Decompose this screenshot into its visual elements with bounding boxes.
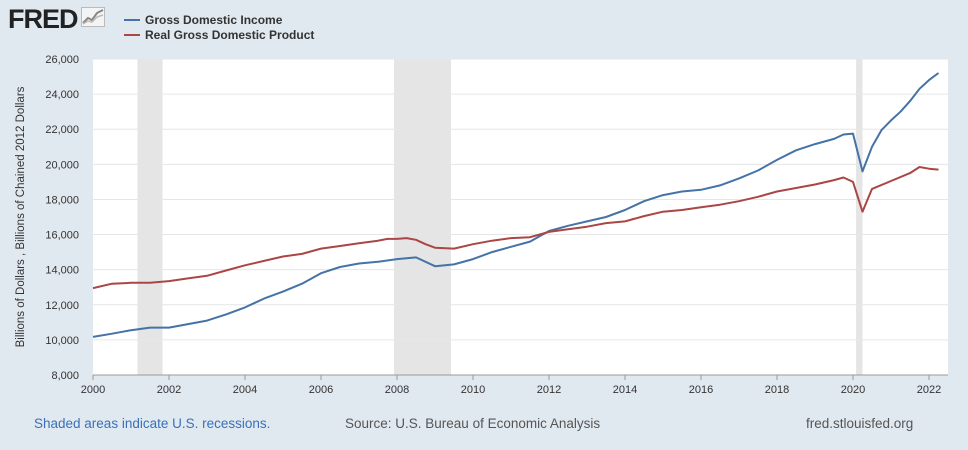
x-tick-label: 2016 — [689, 384, 713, 396]
source-note: Source: U.S. Bureau of Economic Analysis — [345, 416, 601, 431]
recession-band-2 — [856, 59, 863, 375]
site-url[interactable]: fred.stlouisfed.org — [806, 416, 914, 431]
y-tick-label: 12,000 — [45, 300, 79, 312]
y-axis-ticks: 8,000 10,000 12,000 14,000 16,000 18,000 20,00… — [45, 54, 79, 382]
y-tick-label: 14,000 — [45, 265, 79, 277]
x-tick-label: 2000 — [81, 384, 105, 396]
legend-item-gdp[interactable]: Real Gross Domestic Product — [124, 27, 314, 42]
x-tick-label: 2010 — [461, 384, 485, 396]
x-tick-label: 2020 — [841, 384, 865, 396]
x-tick-label: 2008 — [385, 384, 409, 396]
x-tick-label: 2006 — [309, 384, 333, 396]
series-line-gdi[interactable] — [92, 72, 940, 338]
fred-logo[interactable]: FRED — [8, 4, 105, 35]
x-tick-label: 2012 — [537, 384, 561, 396]
legend-label-gdi: Gross Domestic Income — [145, 12, 283, 27]
y-tick-label: 20,000 — [45, 159, 79, 171]
recession-shading — [137, 59, 863, 375]
y-tick-label: 22,000 — [45, 124, 79, 136]
recession-band-0 — [137, 59, 163, 375]
y-tick-label: 24,000 — [45, 89, 79, 101]
chart-legend: Gross Domestic Income Real Gross Domesti… — [124, 12, 314, 42]
y-tick-label: 26,000 — [45, 54, 79, 66]
legend-swatch-gdi — [124, 18, 140, 21]
grid-lines — [93, 58, 948, 376]
y-tick-label: 18,000 — [45, 194, 79, 206]
x-tick-label: 2018 — [765, 384, 789, 396]
plot-area — [93, 59, 948, 375]
y-tick-label: 16,000 — [45, 230, 79, 242]
x-tick-label: 2014 — [613, 384, 637, 396]
legend-label-gdp: Real Gross Domestic Product — [145, 27, 315, 42]
recession-band-1 — [393, 59, 451, 375]
x-axis-ticks: 2000 2002 2004 2006 2008 2010 2012 2014 2016 2018… — [81, 374, 948, 396]
legend-swatch-gdp — [124, 33, 140, 36]
x-tick-label: 2004 — [233, 384, 257, 396]
legend-item-gdi[interactable]: Gross Domestic Income — [124, 12, 314, 27]
line-chart-icon — [80, 7, 105, 32]
fred-logo-text: FRED — [8, 4, 78, 34]
recession-note-link[interactable]: Shaded areas indicate U.S. recessions. — [34, 416, 271, 431]
x-tick-label: 2002 — [157, 384, 181, 396]
line-chart: 8,000 10,000 12,000 14,000 16,000 18,000 20,00… — [15, 54, 948, 396]
series-lines — [92, 72, 940, 338]
series-line-gdp[interactable] — [92, 166, 939, 290]
y-tick-label: 8,000 — [51, 370, 79, 382]
y-tick-label: 10,000 — [45, 335, 79, 347]
y-axis-label: Billions of Dollars , Billions of Chaine… — [15, 86, 27, 347]
x-tick-label: 2022 — [917, 384, 941, 396]
